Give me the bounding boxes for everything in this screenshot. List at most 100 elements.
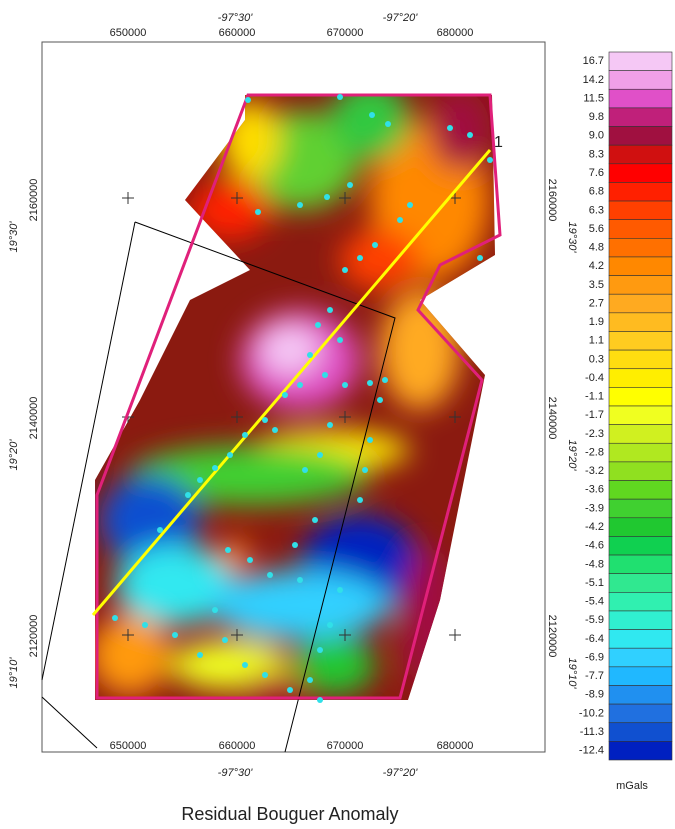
- station: [467, 132, 473, 138]
- colorbar-unit: mGals: [616, 780, 648, 792]
- colorbar-swatch: [609, 89, 672, 108]
- northing-tick-label: 2120000: [28, 615, 40, 658]
- colorbar-label: 1.9: [589, 316, 604, 328]
- colorbar-label: 8.3: [589, 148, 604, 160]
- northing-tick-label: 2160000: [546, 179, 558, 222]
- colorbar-label: 9.8: [589, 111, 604, 123]
- station: [282, 392, 288, 398]
- longitude-label: -97°20': [383, 767, 419, 779]
- latitude-label: 19°10': [8, 657, 20, 689]
- colorbar-swatch: [609, 257, 672, 276]
- colorbar-label: -10.2: [579, 707, 604, 719]
- station: [267, 572, 273, 578]
- colorbar-label: 3.5: [589, 279, 604, 291]
- anomaly-blob: [330, 80, 410, 160]
- colorbar-label: -2.3: [585, 428, 604, 440]
- colorbar-label: -4.2: [585, 521, 604, 533]
- latitude-label: 19°30': [566, 222, 578, 254]
- colorbar-swatch: [609, 145, 672, 164]
- colorbar-swatch: [609, 741, 672, 760]
- map-title: Residual Bouguer Anomaly: [181, 804, 398, 824]
- colorbar-swatch: [609, 704, 672, 723]
- latitude-label: 19°30': [8, 221, 20, 253]
- colorbar-label: 4.2: [589, 260, 604, 272]
- anomaly-blob: [260, 325, 320, 375]
- colorbar-label: -5.1: [585, 577, 604, 589]
- station: [247, 557, 253, 563]
- easting-tick-label: 670000: [327, 27, 364, 39]
- colorbar-label: -4.8: [585, 558, 604, 570]
- colorbar-swatch: [609, 294, 672, 313]
- colorbar-label: -3.2: [585, 465, 604, 477]
- station: [222, 637, 228, 643]
- map-figure: 1 -97°30' -97°20' -97°30' -97°20' 650000…: [0, 0, 675, 829]
- anomaly-blob: [430, 90, 490, 170]
- station: [487, 157, 493, 163]
- station: [262, 417, 268, 423]
- longitude-label: -97°30': [218, 767, 254, 779]
- easting-tick-label: 660000: [219, 27, 256, 39]
- northing-tick-label: 2140000: [28, 397, 40, 440]
- easting-tick-label: 670000: [327, 740, 364, 752]
- station: [197, 652, 203, 658]
- station: [337, 587, 343, 593]
- easting-tick-label: 650000: [110, 27, 147, 39]
- station: [317, 452, 323, 458]
- colorbar-swatch: [609, 667, 672, 686]
- easting-tick-label: 680000: [437, 27, 474, 39]
- station: [357, 255, 363, 261]
- station: [322, 372, 328, 378]
- colorbar-label: 16.7: [583, 55, 604, 67]
- station: [347, 182, 353, 188]
- colorbar-swatch: [609, 164, 672, 183]
- station: [297, 577, 303, 583]
- colorbar-label: -3.9: [585, 502, 604, 514]
- colorbar-swatch: [609, 201, 672, 220]
- colorbar-swatch: [609, 127, 672, 146]
- colorbar-swatch: [609, 387, 672, 406]
- colorbar-swatch: [609, 648, 672, 667]
- colorbar-label: -1.1: [585, 391, 604, 403]
- northing-tick-label: 2160000: [28, 179, 40, 222]
- colorbar-swatch: [609, 685, 672, 704]
- station: [112, 615, 118, 621]
- anomaly-field: [90, 80, 510, 710]
- longitude-label: -97°30': [218, 12, 254, 24]
- station: [447, 125, 453, 131]
- colorbar-swatch: [609, 723, 672, 742]
- colorbar-swatch: [609, 536, 672, 555]
- colorbar-swatch: [609, 630, 672, 649]
- colorbar-swatch: [609, 238, 672, 257]
- station: [342, 267, 348, 273]
- colorbar-label: 7.6: [589, 167, 604, 179]
- station: [212, 465, 218, 471]
- colorbar-swatch: [609, 369, 672, 388]
- station: [225, 547, 231, 553]
- colorbar-swatch: [609, 350, 672, 369]
- colorbar-label: -7.7: [585, 670, 604, 682]
- profile-label: 1: [494, 134, 503, 151]
- station: [327, 307, 333, 313]
- station: [382, 377, 388, 383]
- survey-line: [42, 697, 97, 748]
- station: [307, 677, 313, 683]
- station: [407, 202, 413, 208]
- station: [245, 97, 251, 103]
- colorbar-label: -4.6: [585, 540, 604, 552]
- station: [362, 467, 368, 473]
- anomaly-blob: [220, 540, 250, 570]
- easting-tick-label: 680000: [437, 740, 474, 752]
- colorbar-label: -0.4: [585, 372, 604, 384]
- station: [367, 380, 373, 386]
- station: [372, 242, 378, 248]
- colorbar-swatch: [609, 555, 672, 574]
- colorbar-label: -6.9: [585, 651, 604, 663]
- station: [307, 352, 313, 358]
- colorbar: 16.714.211.59.89.08.37.66.86.35.64.84.23…: [579, 52, 672, 760]
- station: [287, 687, 293, 693]
- colorbar-label: 6.8: [589, 186, 604, 198]
- station: [242, 662, 248, 668]
- station: [292, 542, 298, 548]
- colorbar-label: -1.7: [585, 409, 604, 421]
- colorbar-swatch: [609, 406, 672, 425]
